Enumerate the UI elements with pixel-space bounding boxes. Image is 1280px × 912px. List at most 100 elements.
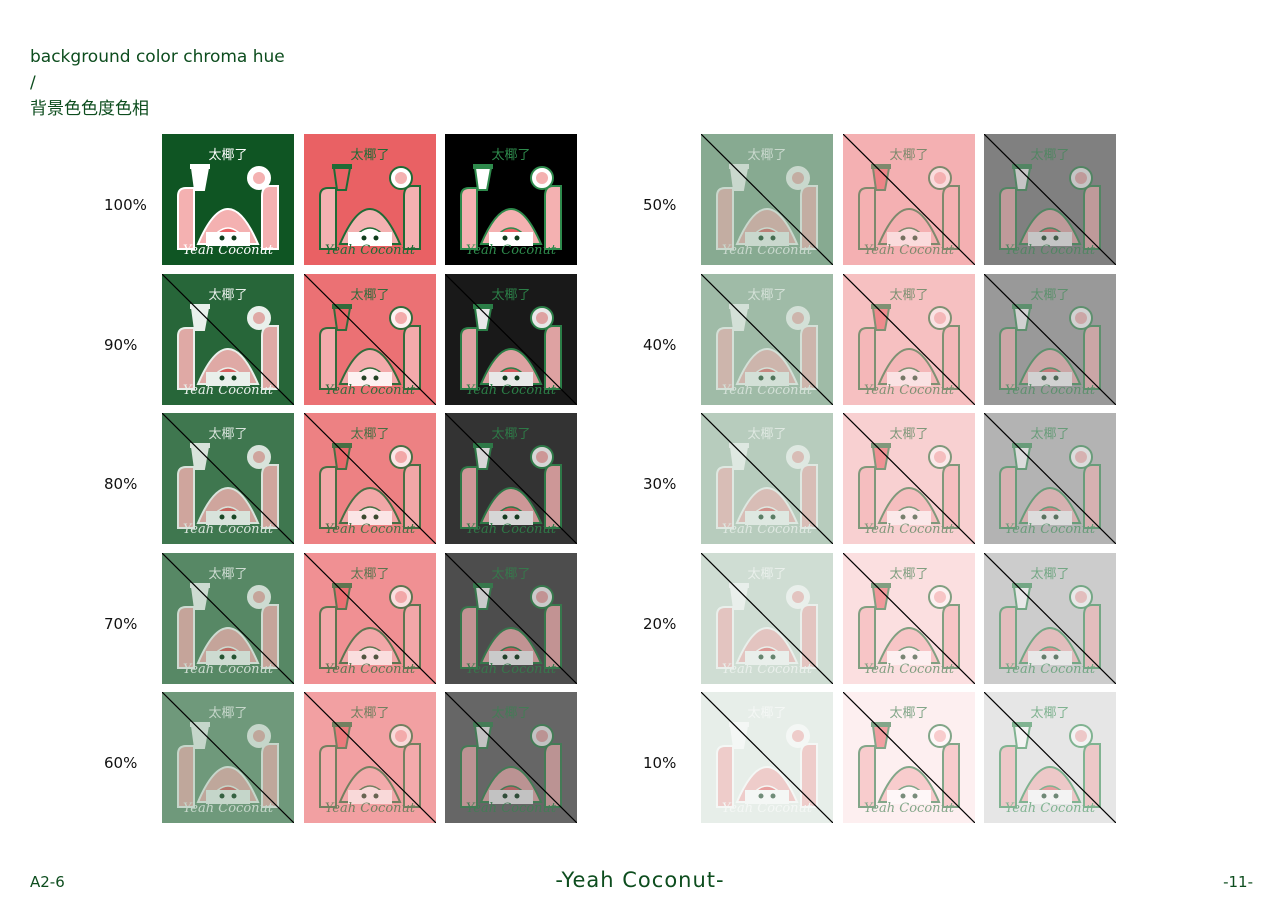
svg-text:太椰了: 太椰了 <box>350 148 389 163</box>
svg-text:Yeah Coconut: Yeah Coconut <box>722 662 813 677</box>
svg-text:太椰了: 太椰了 <box>491 567 530 582</box>
svg-text:Yeah Coconut: Yeah Coconut <box>466 662 557 677</box>
svg-text:太椰了: 太椰了 <box>889 148 928 163</box>
svg-text:Yeah Coconut: Yeah Coconut <box>183 662 274 677</box>
logo-graphic: 太椰了 Yeah Coconut <box>701 552 833 684</box>
logo-graphic: 太椰了 Yeah Coconut <box>701 413 833 544</box>
logo-tile-coral: 太椰了 Yeah Coconut <box>303 134 436 265</box>
logo-tile-black: 太椰了 Yeah Coconut <box>984 552 1116 684</box>
svg-text:太椰了: 太椰了 <box>208 567 247 582</box>
svg-text:Yeah Coconut: Yeah Coconut <box>183 801 274 816</box>
svg-text:太椰了: 太椰了 <box>208 288 247 303</box>
logo-graphic: 太椰了 Yeah Coconut <box>445 552 577 684</box>
heading-line-slash: / <box>30 73 36 93</box>
svg-text:太椰了: 太椰了 <box>1030 148 1069 163</box>
logo-tile-coral: 太椰了 Yeah Coconut <box>303 552 436 684</box>
svg-text:Yeah Coconut: Yeah Coconut <box>722 383 813 398</box>
opacity-label: 70% <box>104 614 138 633</box>
svg-text:Yeah Coconut: Yeah Coconut <box>863 662 954 677</box>
svg-text:Yeah Coconut: Yeah Coconut <box>1005 662 1096 677</box>
svg-text:太椰了: 太椰了 <box>747 427 786 442</box>
svg-text:太椰了: 太椰了 <box>350 288 389 303</box>
logo-graphic: 太椰了 Yeah Coconut <box>303 134 436 265</box>
svg-text:Yeah Coconut: Yeah Coconut <box>324 522 415 537</box>
svg-text:太椰了: 太椰了 <box>747 567 786 582</box>
logo-tile-green: 太椰了 Yeah Coconut <box>701 552 833 684</box>
svg-text:Yeah Coconut: Yeah Coconut <box>466 243 557 258</box>
svg-text:太椰了: 太椰了 <box>1030 706 1069 721</box>
logo-tile-coral: 太椰了 Yeah Coconut <box>842 552 975 684</box>
opacity-label: 90% <box>104 335 138 354</box>
logo-tile-coral: 太椰了 Yeah Coconut <box>842 273 975 405</box>
logo-tile-coral: 太椰了 Yeah Coconut <box>303 413 436 544</box>
logo-graphic: 太椰了 Yeah Coconut <box>984 552 1116 684</box>
logo-tile-green: 太椰了 Yeah Coconut <box>701 692 833 823</box>
svg-text:Yeah Coconut: Yeah Coconut <box>722 243 813 258</box>
svg-text:Yeah Coconut: Yeah Coconut <box>183 383 274 398</box>
logo-tile-coral: 太椰了 Yeah Coconut <box>842 134 975 265</box>
svg-text:太椰了: 太椰了 <box>350 567 389 582</box>
opacity-label: 20% <box>643 614 677 633</box>
svg-text:Yeah Coconut: Yeah Coconut <box>863 243 954 258</box>
logo-graphic: 太椰了 Yeah Coconut <box>445 273 577 405</box>
svg-text:太椰了: 太椰了 <box>889 288 928 303</box>
logo-tile-green: 太椰了 Yeah Coconut <box>162 134 294 265</box>
svg-text:太椰了: 太椰了 <box>491 288 530 303</box>
logo-graphic: 太椰了 Yeah Coconut <box>162 692 294 823</box>
opacity-label: 30% <box>643 475 677 493</box>
opacity-label: 10% <box>643 754 677 772</box>
logo-graphic: 太椰了 Yeah Coconut <box>303 413 436 544</box>
logo-tile-black: 太椰了 Yeah Coconut <box>984 134 1116 265</box>
footer-page-number: -11- <box>1223 873 1253 891</box>
svg-text:Yeah Coconut: Yeah Coconut <box>324 243 415 258</box>
logo-graphic: 太椰了 Yeah Coconut <box>303 552 436 684</box>
svg-text:太椰了: 太椰了 <box>208 706 247 721</box>
svg-text:Yeah Coconut: Yeah Coconut <box>324 383 415 398</box>
logo-tile-black: 太椰了 Yeah Coconut <box>445 134 577 265</box>
opacity-label: 80% <box>104 475 138 493</box>
logo-graphic: 太椰了 Yeah Coconut <box>162 552 294 684</box>
logo-tile-coral: 太椰了 Yeah Coconut <box>303 692 436 823</box>
svg-text:太椰了: 太椰了 <box>1030 288 1069 303</box>
logo-tile-black: 太椰了 Yeah Coconut <box>445 692 577 823</box>
logo-tile-black: 太椰了 Yeah Coconut <box>445 413 577 544</box>
svg-text:Yeah Coconut: Yeah Coconut <box>466 522 557 537</box>
opacity-label: 60% <box>104 754 138 772</box>
logo-graphic: 太椰了 Yeah Coconut <box>701 134 833 265</box>
svg-text:太椰了: 太椰了 <box>208 148 247 163</box>
svg-text:Yeah Coconut: Yeah Coconut <box>722 801 813 816</box>
logo-graphic: 太椰了 Yeah Coconut <box>445 692 577 823</box>
logo-tile-coral: 太椰了 Yeah Coconut <box>303 273 436 405</box>
logo-tile-black: 太椰了 Yeah Coconut <box>445 552 577 684</box>
logo-tile-coral: 太椰了 Yeah Coconut <box>842 413 975 544</box>
svg-text:Yeah Coconut: Yeah Coconut <box>1005 383 1096 398</box>
logo-graphic: 太椰了 Yeah Coconut <box>984 413 1116 544</box>
svg-text:太椰了: 太椰了 <box>1030 567 1069 582</box>
logo-graphic: 太椰了 Yeah Coconut <box>701 273 833 405</box>
opacity-label: 50% <box>643 196 677 214</box>
svg-text:Yeah Coconut: Yeah Coconut <box>863 383 954 398</box>
svg-text:太椰了: 太椰了 <box>491 148 530 163</box>
svg-text:Yeah Coconut: Yeah Coconut <box>466 383 557 398</box>
logo-graphic: 太椰了 Yeah Coconut <box>162 413 294 544</box>
logo-graphic: 太椰了 Yeah Coconut <box>842 692 975 823</box>
svg-text:Yeah Coconut: Yeah Coconut <box>183 522 274 537</box>
svg-text:Yeah Coconut: Yeah Coconut <box>324 801 415 816</box>
svg-text:Yeah Coconut: Yeah Coconut <box>1005 522 1096 537</box>
svg-text:Yeah Coconut: Yeah Coconut <box>863 801 954 816</box>
svg-text:太椰了: 太椰了 <box>747 288 786 303</box>
logo-tile-green: 太椰了 Yeah Coconut <box>701 413 833 544</box>
logo-tile-black: 太椰了 Yeah Coconut <box>984 273 1116 405</box>
logo-tile-green: 太椰了 Yeah Coconut <box>701 134 833 265</box>
logo-graphic: 太椰了 Yeah Coconut <box>842 552 975 684</box>
logo-graphic: 太椰了 Yeah Coconut <box>162 273 294 405</box>
logo-graphic: 太椰了 Yeah Coconut <box>984 134 1116 265</box>
svg-text:太椰了: 太椰了 <box>350 706 389 721</box>
opacity-label: 100% <box>104 196 147 214</box>
opacity-label: 40% <box>643 335 677 354</box>
svg-text:太椰了: 太椰了 <box>208 427 247 442</box>
logo-graphic: 太椰了 Yeah Coconut <box>445 134 577 265</box>
logo-graphic: 太椰了 Yeah Coconut <box>842 413 975 544</box>
svg-text:Yeah Coconut: Yeah Coconut <box>466 801 557 816</box>
logo-tile-green: 太椰了 Yeah Coconut <box>162 413 294 544</box>
